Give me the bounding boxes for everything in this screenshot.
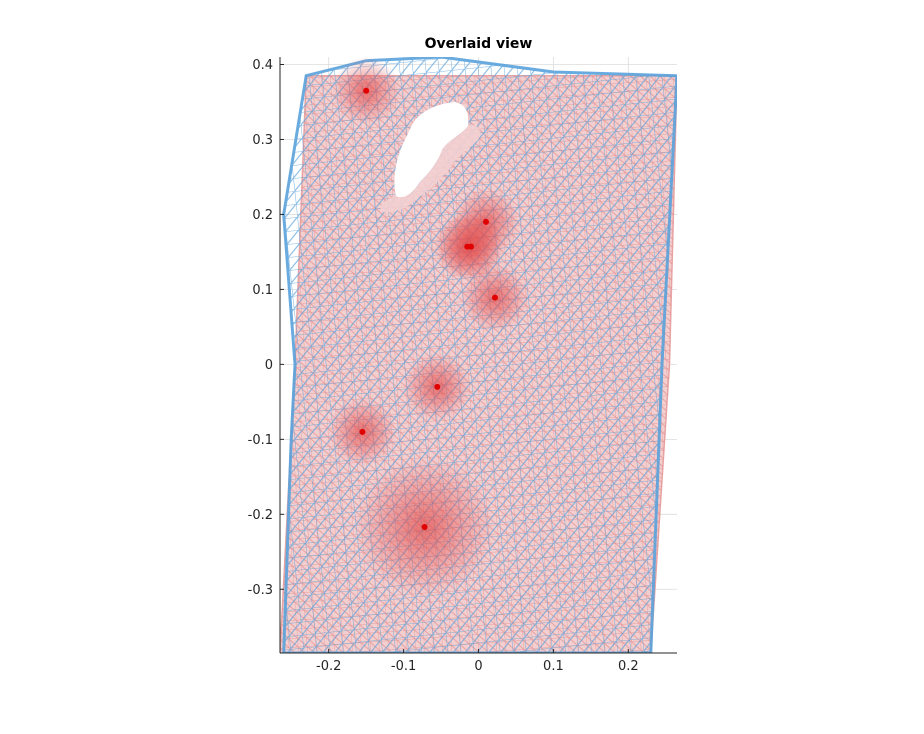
y-tick-label: 0.4 — [252, 58, 273, 73]
x-tick-label: -0.1 — [391, 659, 416, 674]
x-axis-ticks: -0.2 -0.1 0 0.1 0.2 — [316, 649, 639, 674]
data-point — [491, 294, 498, 301]
data-point — [359, 428, 366, 435]
x-tick-label: -0.2 — [316, 659, 341, 674]
mesh-hole — [394, 102, 469, 198]
y-tick-label: -0.2 — [248, 508, 273, 523]
x-tick-label: 0 — [474, 659, 482, 674]
mesh-hole-red-fringe — [380, 124, 481, 213]
y-tick-label: -0.1 — [248, 433, 273, 448]
red-points-series — [359, 87, 498, 531]
data-point — [363, 87, 370, 94]
data-point — [421, 524, 428, 531]
y-tick-label: 0.2 — [252, 208, 273, 223]
y-axis-ticks: 0.4 0.3 0.2 0.1 0 -0.1 -0.2 -0.3 — [248, 58, 284, 598]
y-tick-label: 0 — [265, 358, 273, 373]
x-tick-label: 0.2 — [618, 659, 639, 674]
chart-title: Overlaid view — [425, 36, 533, 52]
y-tick-label: 0.1 — [252, 283, 273, 298]
data-point — [468, 243, 475, 250]
data-point — [434, 383, 441, 390]
y-tick-label: 0.3 — [252, 133, 273, 148]
y-tick-label: -0.3 — [248, 583, 273, 598]
x-tick-label: 0.1 — [543, 659, 564, 674]
data-point — [482, 218, 489, 225]
